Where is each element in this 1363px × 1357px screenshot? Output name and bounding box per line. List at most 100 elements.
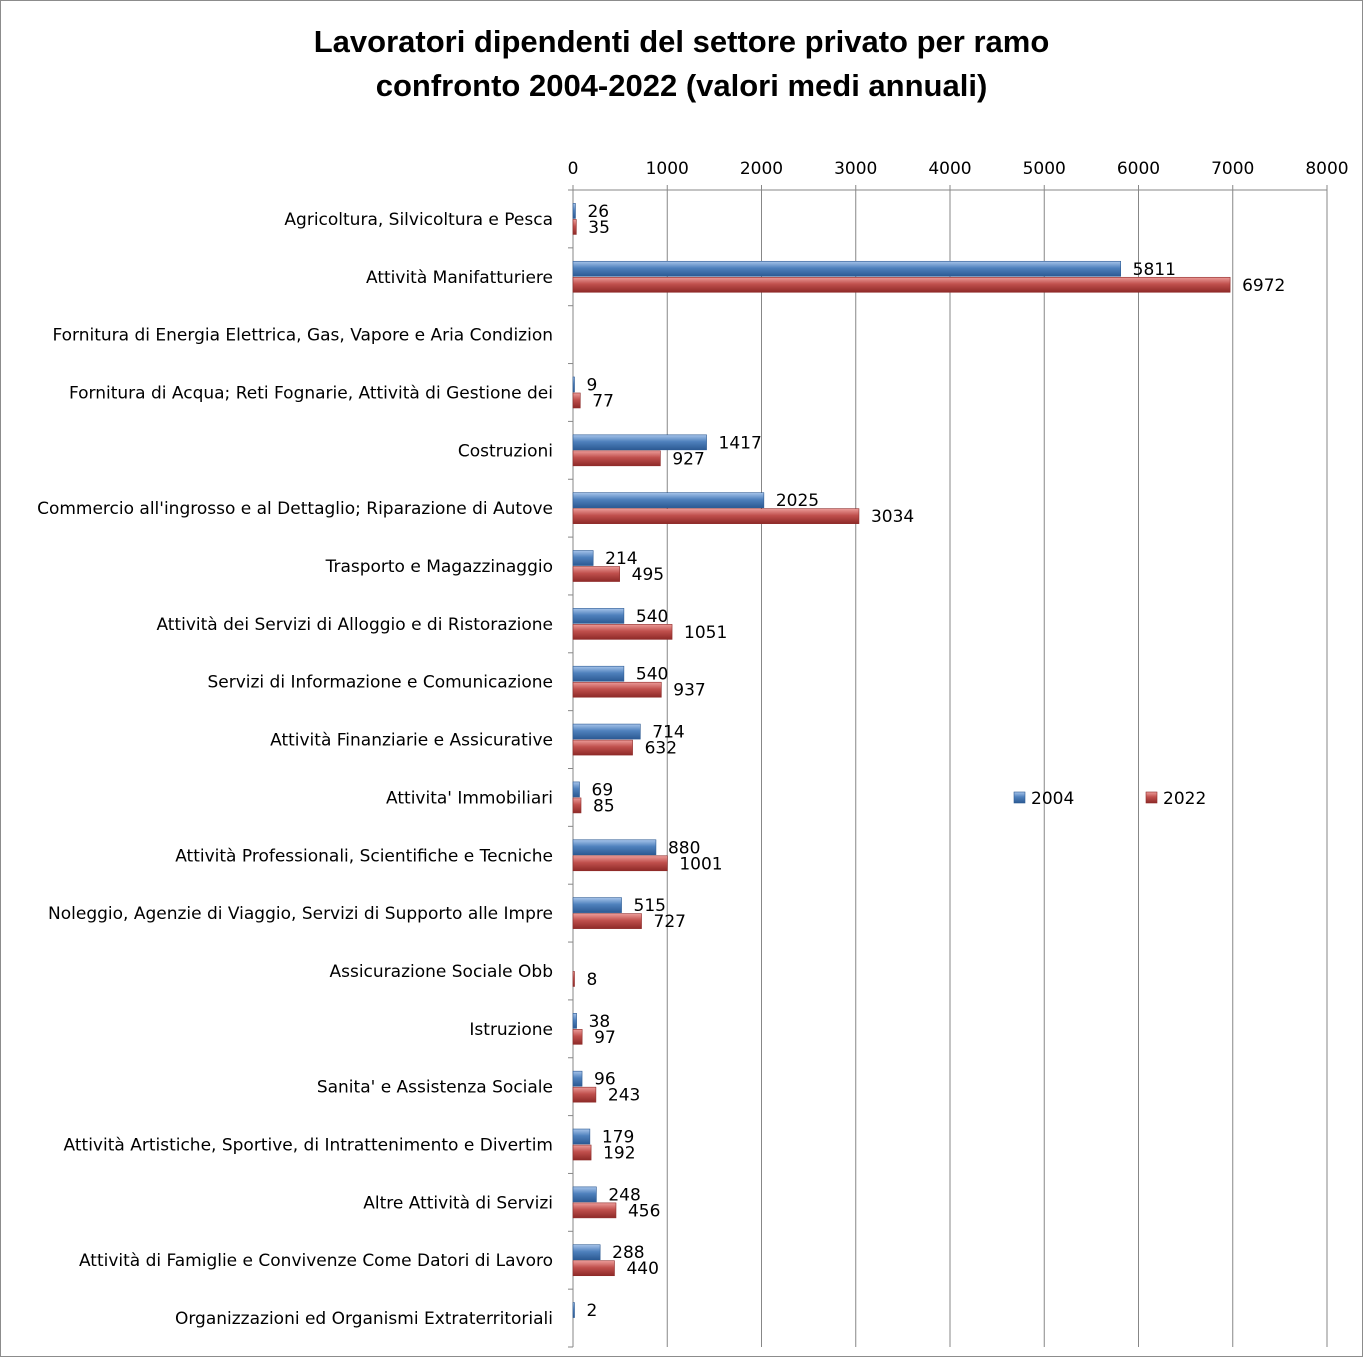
data-label-2022: 192 [603, 1144, 635, 1164]
bar-2004 [572, 376, 575, 393]
bar-2004 [572, 723, 641, 740]
bar-2004 [572, 839, 657, 856]
bar-2004 [572, 665, 625, 682]
x-tick-label: 0 [568, 159, 579, 179]
data-label-2022: 440 [626, 1259, 658, 1279]
bar-2022 [572, 797, 582, 814]
bars [572, 203, 1231, 1318]
data-label-2022: 456 [628, 1201, 660, 1221]
bar-2022 [572, 1260, 615, 1277]
data-label-2004: 9 [587, 375, 598, 395]
category-label: Attività Professionali, Scientifiche e T… [175, 846, 553, 866]
category-label: Attivita' Immobiliari [386, 788, 553, 808]
data-label-2004: 248 [608, 1185, 640, 1205]
gridlines [572, 190, 1328, 1347]
data-label-2022: 8 [587, 970, 598, 990]
bar-2004 [572, 1186, 597, 1203]
x-tick-label: 8000 [1305, 159, 1348, 179]
bar-2004 [572, 781, 580, 798]
bar-2004 [572, 492, 765, 508]
data-label-2022: 1051 [684, 623, 727, 643]
bar-2022 [572, 624, 673, 640]
data-label-2004: 179 [602, 1128, 634, 1148]
x-tick-label: 6000 [1117, 159, 1160, 179]
data-label-2022: 927 [672, 449, 704, 469]
data-label-2004: 714 [652, 723, 684, 743]
data-label-2004: 69 [592, 780, 614, 800]
data-label-2004: 515 [634, 896, 666, 916]
legend-swatch-2022 [1145, 791, 1158, 804]
bar-2022 [572, 1086, 597, 1103]
chart-title-line-1: Lavoratori dipendenti del settore privat… [313, 24, 1050, 59]
data-label-2022: 243 [608, 1086, 640, 1106]
bar-2022 [572, 913, 642, 929]
data-label-2004: 540 [636, 665, 668, 685]
data-label-2004: 96 [594, 1070, 616, 1090]
category-label: Sanita' e Assistenza Sociale [317, 1078, 553, 1098]
bar-2022 [572, 971, 575, 987]
x-tick-label: 3000 [834, 159, 877, 179]
bar-2004 [572, 1013, 577, 1029]
bar-2022 [572, 855, 668, 872]
axes: 0 1000 2000 3000 4000 5000 6000 7000 8000 Agricol… [37, 159, 1349, 1348]
bar-2022 [572, 276, 1231, 293]
bar-2004 [572, 608, 625, 624]
data-label-2004: 2025 [776, 491, 819, 511]
legend-swatch-2004 [1013, 791, 1026, 804]
category-label: Fornitura di Acqua; Reti Fognarie, Attiv… [69, 383, 553, 403]
category-label: Trasporto e Magazzinaggio [325, 557, 553, 577]
legend: 2004 2022 [1013, 789, 1206, 809]
bar-2004 [572, 897, 622, 913]
data-label-2004: 5811 [1133, 260, 1176, 280]
data-label-2004: 2 [587, 1301, 598, 1321]
bar-2004 [572, 434, 707, 451]
x-tick-label: 2000 [740, 159, 783, 179]
category-label: Commercio all'ingrosso e al Dettaglio; R… [37, 499, 553, 519]
data-label-2022: 97 [594, 1028, 616, 1048]
category-label: Assicurazione Sociale Obb [329, 962, 553, 982]
bar-2022 [572, 681, 662, 698]
legend-label-2004: 2004 [1031, 789, 1074, 809]
category-label: Fornitura di Energia Elettrica, Gas, Vap… [52, 326, 553, 346]
category-label: Altre Attività di Servizi [363, 1193, 553, 1213]
bar-2022 [572, 508, 860, 524]
category-label: Attività di Famiglie e Convivenze Come D… [79, 1251, 553, 1271]
data-label-2004: 540 [636, 607, 668, 627]
bar-2022 [572, 1144, 592, 1161]
x-tick-label: 7000 [1211, 159, 1254, 179]
data-label-2004: 1417 [719, 433, 762, 453]
data-label-2004: 214 [605, 549, 637, 569]
category-label: Attività dei Servizi di Alloggio e di Ri… [156, 615, 553, 635]
bar-2022 [572, 392, 581, 409]
bar-2004 [572, 260, 1121, 277]
category-label: Noleggio, Agenzie di Viaggio, Servizi di… [48, 904, 553, 924]
data-label-2022: 77 [592, 391, 614, 411]
data-label-2004: 26 [587, 202, 609, 222]
category-label: Organizzazioni ed Organismi Extraterrito… [175, 1309, 553, 1329]
x-tick-label: 1000 [646, 159, 689, 179]
data-label-2004: 288 [612, 1243, 644, 1263]
data-label-2004: 38 [589, 1012, 611, 1032]
data-label-2022: 937 [673, 681, 705, 701]
data-label-2004: 880 [668, 838, 700, 858]
category-label: Istruzione [469, 1020, 553, 1040]
bar-2004 [572, 1302, 575, 1318]
bar-2004 [572, 1070, 583, 1087]
bar-2022 [572, 450, 661, 467]
category-label: Attività Artistiche, Sportive, di Intrat… [64, 1136, 553, 1156]
bar-2004 [572, 550, 594, 566]
category-label: Servizi di Informazione e Comunicazione [207, 673, 553, 693]
category-label: Costruzioni [458, 441, 553, 461]
bar-2022 [572, 219, 577, 235]
x-tick-label: 4000 [928, 159, 971, 179]
data-label-2022: 632 [645, 739, 677, 759]
x-tick-label: 5000 [1023, 159, 1066, 179]
legend-label-2022: 2022 [1163, 789, 1206, 809]
data-label-2022: 35 [588, 218, 610, 238]
data-label-2022: 85 [593, 796, 615, 816]
data-label-2022: 495 [632, 565, 664, 585]
chart-title-line-2: confronto 2004-2022 (valori medi annuali… [375, 68, 988, 103]
